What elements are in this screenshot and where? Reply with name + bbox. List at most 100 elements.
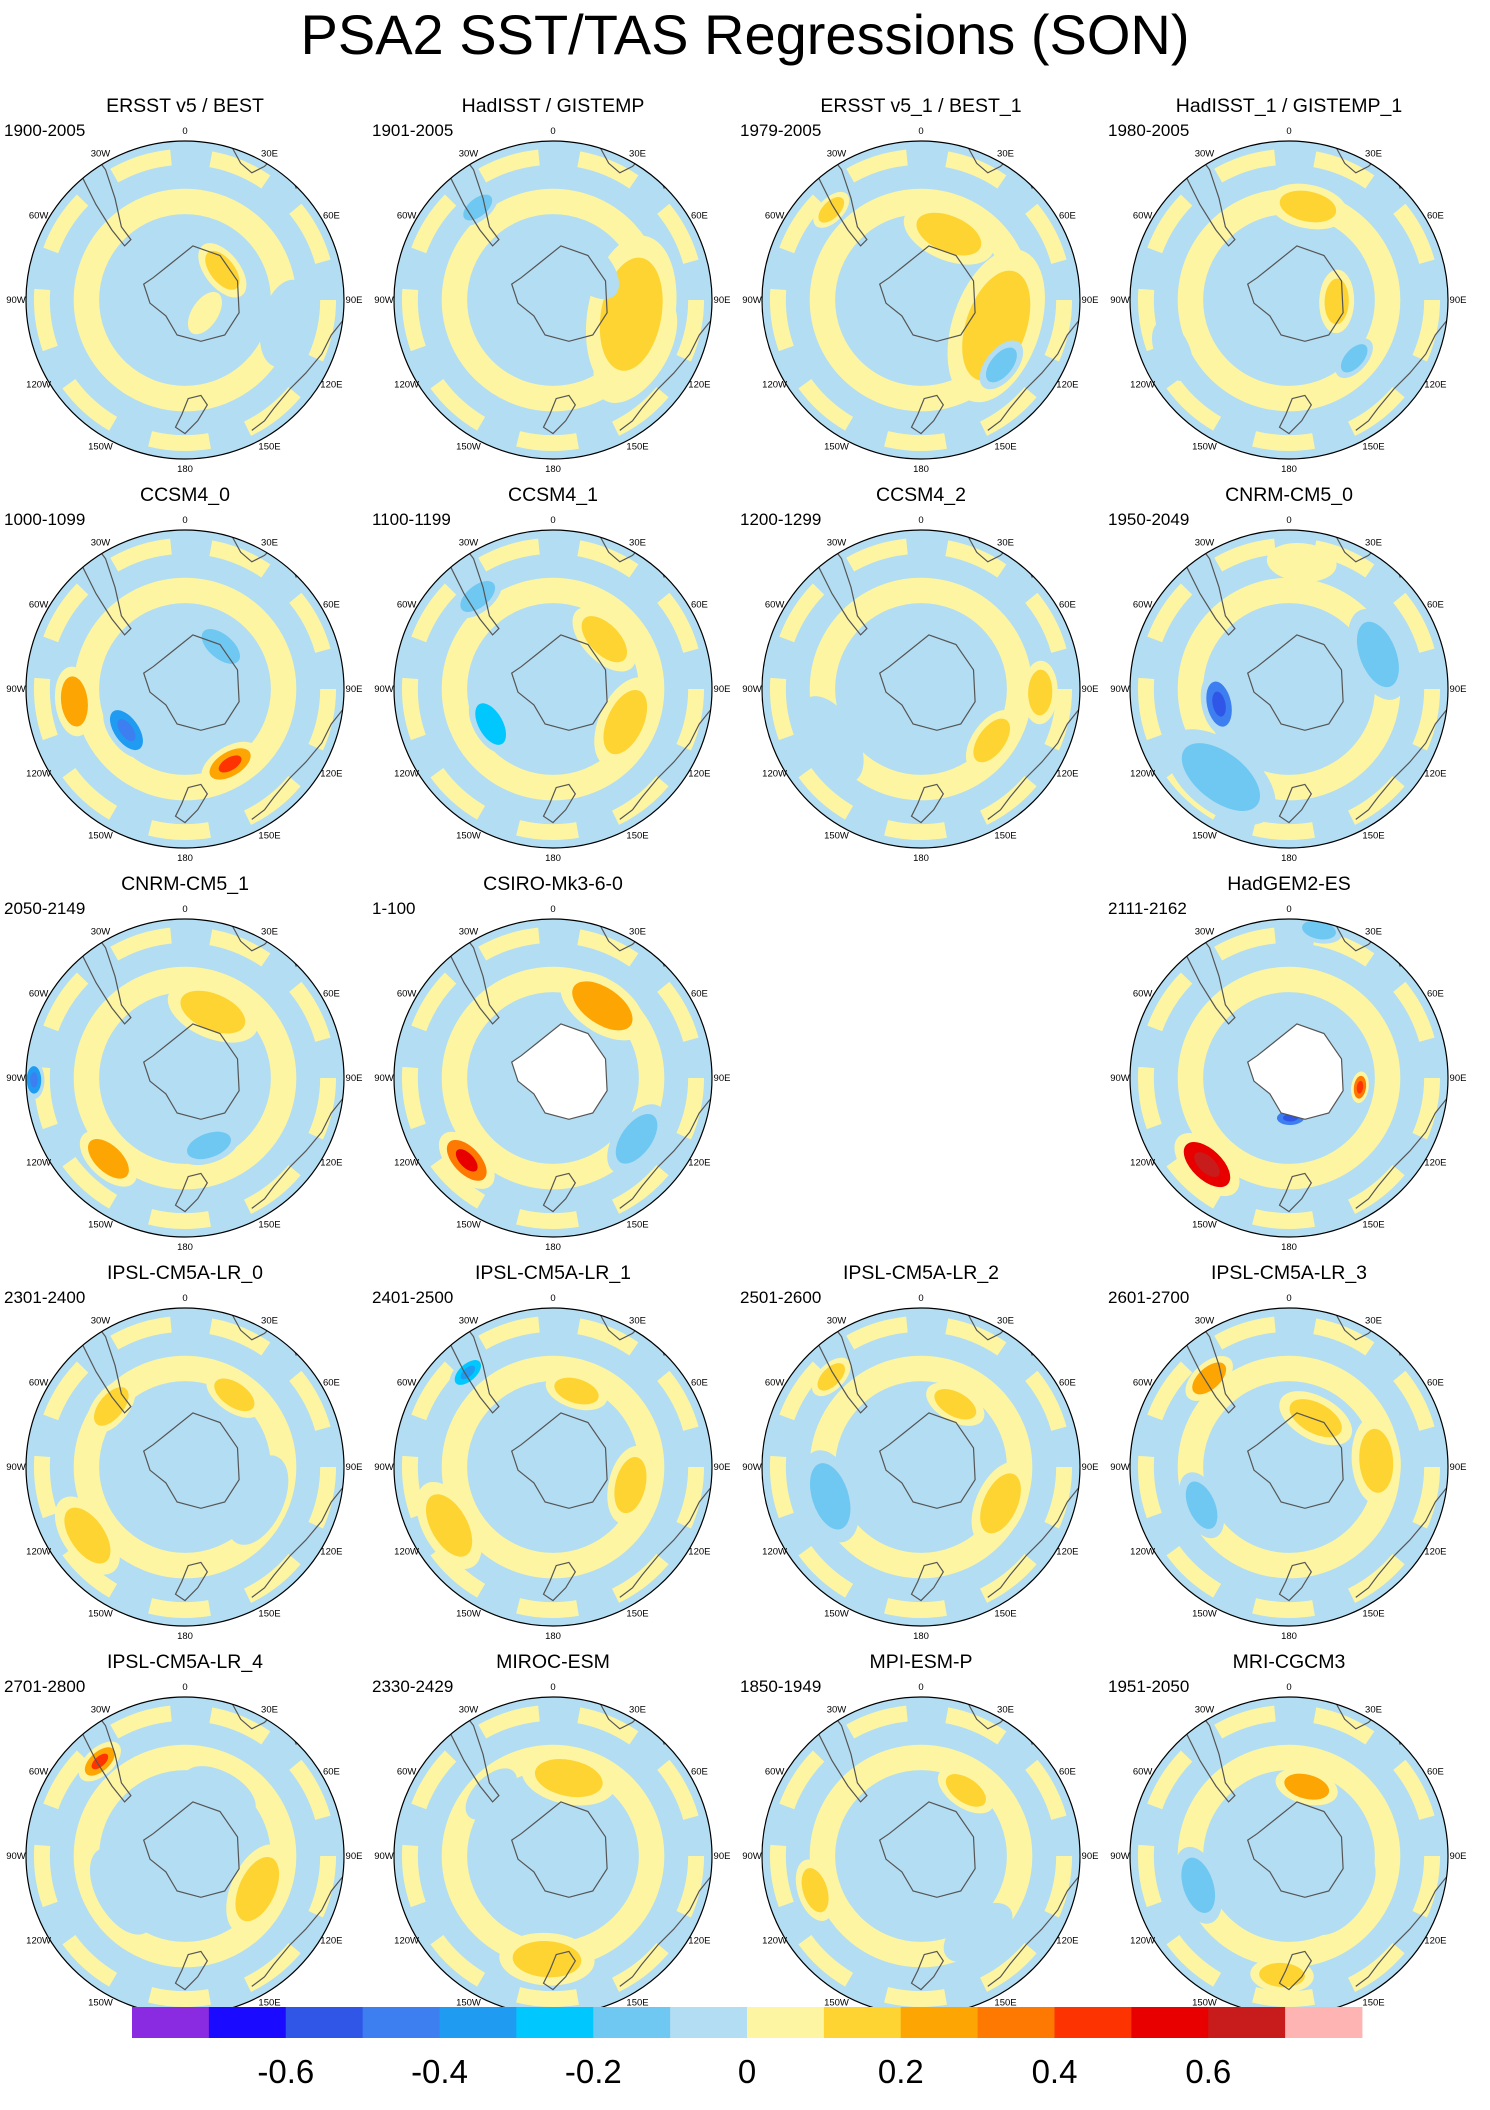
longitude-label: 60E <box>1427 1767 1444 1778</box>
longitude-label: 60E <box>691 1767 708 1778</box>
anomaly-blob <box>985 347 1017 383</box>
longitude-label: 60E <box>691 989 708 1000</box>
longitude-label: 90E <box>1450 1851 1467 1862</box>
australia-outline <box>619 707 712 820</box>
longitude-label: 120W <box>1130 380 1155 391</box>
longitude-label: 120W <box>26 380 51 391</box>
australia-outline <box>619 1874 712 1987</box>
longitude-label: 90E <box>714 684 731 695</box>
south-america-outline <box>69 532 132 636</box>
antarctica-outline <box>510 1412 608 1509</box>
map-panel: IPSL-CM5A-LR_2 2501-2600 0 30E 60E 90E 120E 150… <box>736 1261 1106 1651</box>
antarctica-outline <box>510 1023 608 1120</box>
longitude-label: 90W <box>374 1462 394 1473</box>
longitude-label: 30E <box>629 927 646 938</box>
anomaly-blob <box>60 676 88 727</box>
panel-period: 1951-2050 <box>1108 1677 1190 1696</box>
south-america-outline <box>1173 921 1236 1025</box>
colorbar-tick-label: 0.4 <box>1032 2053 1078 2090</box>
antarctica-outline <box>510 634 608 731</box>
longitude-label: 60W <box>1133 211 1153 222</box>
anomaly-core <box>1212 691 1226 717</box>
polar-map: 0 30E 60E 90E 120E 150E 180 150W 120W 90W 60W 30W <box>1110 904 1466 1253</box>
longitude-label: 60E <box>323 989 340 1000</box>
longitude-label: 0 <box>182 904 187 915</box>
south-america-outline <box>1173 1310 1236 1414</box>
anomaly-blob <box>193 1774 246 1813</box>
longitude-label: 60W <box>765 1767 785 1778</box>
longitude-label: 90W <box>1110 1462 1130 1473</box>
panel-title: IPSL-CM5A-LR_2 <box>842 1262 1000 1284</box>
anomaly-blob <box>180 990 246 1034</box>
map-border <box>761 529 1081 849</box>
longitude-label: 30E <box>997 538 1014 549</box>
longitude-label: 0 <box>182 1682 187 1693</box>
longitude-label: 150W <box>456 441 481 452</box>
new-zealand-outline <box>174 1561 209 1602</box>
panel-title: IPSL-CM5A-LR_1 <box>474 1262 632 1284</box>
new-zealand-outline <box>174 394 209 435</box>
longitude-label: 60W <box>1133 1767 1153 1778</box>
polar-map: 0 30E 60E 90E 120E 150E 180 150W 120W 90W 60W 30W <box>6 1293 362 1642</box>
longitude-label: 90W <box>742 1462 762 1473</box>
panel-period: 1980-2005 <box>1108 121 1190 140</box>
map-panel: IPSL-CM5A-LR_3 2601-2700 0 30E 60E 90E 120E 150… <box>1104 1261 1474 1651</box>
longitude-label: 30E <box>261 927 278 938</box>
anomaly-core <box>455 1149 478 1172</box>
panel-period: 2301-2400 <box>4 1288 86 1307</box>
longitude-label: 30W <box>91 149 111 160</box>
longitude-label: 90E <box>346 1073 363 1084</box>
longitude-label: 30W <box>827 1316 847 1327</box>
anomaly-blob <box>1276 548 1327 576</box>
anomaly-ring <box>1137 926 1441 1230</box>
new-zealand-outline <box>542 394 577 435</box>
anomaly-ring <box>769 1704 1073 2008</box>
map-panel: HadGEM2-ES 2111-2162 0 30E 60E 90E 120E 150E 180… <box>1104 872 1474 1262</box>
new-zealand-outline <box>542 1172 577 1213</box>
anomaly-blob <box>916 212 982 256</box>
anomaly-ring <box>33 148 337 452</box>
map-panel: CSIRO-Mk3-6-0 1-100 0 30E 60E 90E 120E 150E 180 1… <box>368 872 738 1262</box>
polar-map: 0 30E 60E 90E 120E 150E 180 150W 120W 90W 60W 30W <box>6 904 363 1253</box>
south-america-outline <box>805 532 868 636</box>
panel-period: 2401-2500 <box>372 1288 454 1307</box>
anomaly-blob <box>235 1856 280 1922</box>
longitude-label: 60W <box>765 211 785 222</box>
longitude-label: 0 <box>1286 904 1291 915</box>
map-border <box>761 140 1081 460</box>
longitude-label: 30W <box>459 538 479 549</box>
panel-title: ERSST v5_1 / BEST_1 <box>820 95 1022 117</box>
south-america-outline <box>805 1310 868 1414</box>
longitude-label: 120E <box>1056 380 1078 391</box>
south-america-outline <box>1173 532 1236 636</box>
anomaly-blob <box>425 1494 473 1557</box>
longitude-label: 30E <box>1365 927 1382 938</box>
antarctica-outline <box>878 1412 976 1509</box>
longitude-label: 90W <box>6 684 26 695</box>
longitude-label: 150W <box>88 830 113 841</box>
longitude-label: 60W <box>765 1378 785 1389</box>
colorbar-swatch <box>1285 2007 1363 2038</box>
antarctica-outline <box>142 1023 240 1120</box>
longitude-label: 0 <box>918 126 923 137</box>
longitude-label: 30W <box>1195 1316 1215 1327</box>
anomaly-ring <box>401 1704 705 2008</box>
longitude-label: 120E <box>320 1158 342 1169</box>
longitude-label: 150W <box>1192 1997 1217 2008</box>
panel-period: 2701-2800 <box>4 1677 86 1696</box>
polar-map: 0 30E 60E 90E 120E 150E 180 150W 120W 90W 60W 30W <box>374 126 730 475</box>
longitude-label: 60W <box>765 600 785 611</box>
longitude-label: 120W <box>762 380 787 391</box>
anomaly-ring <box>33 1315 337 1619</box>
anomaly-blob <box>934 1388 977 1420</box>
colorbar-swatch <box>285 2007 364 2038</box>
longitude-label: 120E <box>1056 769 1078 780</box>
anomaly-ring <box>401 537 705 841</box>
map-panel: MPI-ESM-P1850-1949030E60E90E120E150E1801… <box>736 1650 1106 2040</box>
longitude-label: 0 <box>550 904 555 915</box>
longitude-label: 120E <box>688 1547 710 1558</box>
new-zealand-outline <box>910 394 945 435</box>
longitude-label: 60W <box>397 1767 417 1778</box>
longitude-label: 0 <box>1286 1682 1291 1693</box>
longitude-label: 90E <box>714 1073 731 1084</box>
